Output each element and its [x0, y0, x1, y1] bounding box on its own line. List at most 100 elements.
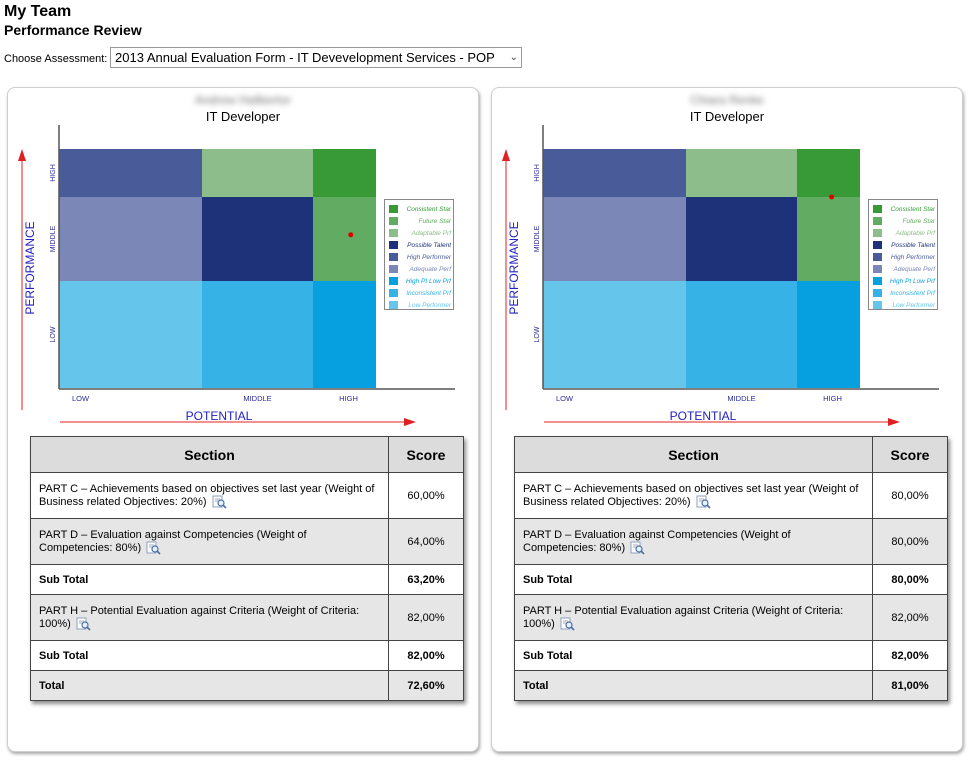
assessment-label: Choose Assessment: [4, 53, 108, 65]
view-details-icon[interactable] [630, 541, 645, 555]
legend-label: Adaptable Prf [895, 229, 935, 237]
section-text: PART H – Potential Evaluation against Cr… [39, 604, 360, 630]
section-cell: Total [514, 670, 873, 701]
legend-item: Adaptable Prf [389, 227, 451, 239]
section-cell: Total [30, 670, 389, 701]
legend-swatch [389, 289, 398, 297]
section-text: PART D – Evaluation against Competencies… [523, 528, 791, 554]
table-row: PART C – Achievements based on objective… [30, 472, 464, 519]
x-tick-label: LOW [556, 394, 574, 403]
legend-label: High Pt Low Prf [889, 277, 935, 285]
nine-box-grid: HIGH MIDDLE LOW LOW MIDDLE HIGH PERFORMANCE POT… [502, 125, 939, 426]
legend-swatch [389, 217, 398, 225]
section-cell: PART C – Achievements based on objective… [514, 472, 873, 519]
section-text: Sub Total [39, 649, 89, 662]
section-cell: PART D – Evaluation against Competencies… [30, 518, 389, 565]
page-subtitle: Performance Review [4, 22, 142, 38]
section-header: Section [30, 436, 389, 473]
section-text: Sub Total [39, 573, 89, 586]
x-tick-label: MIDDLE [243, 394, 271, 403]
chevron-down-icon: ⌄ [509, 52, 518, 63]
legend-label: High Performer [406, 253, 451, 261]
section-cell: PART H – Potential Evaluation against Cr… [30, 594, 389, 641]
section-text: PART H – Potential Evaluation against Cr… [523, 604, 844, 630]
grid-cell [797, 197, 860, 281]
view-details-icon[interactable] [146, 541, 161, 555]
x-tick-label: HIGH [823, 394, 842, 403]
x-tick-label: LOW [72, 394, 90, 403]
legend-item: Future Star [873, 215, 935, 227]
score-cell: 82,00% [872, 640, 948, 671]
assessment-selected-value: 2013 Annual Evaluation Form - IT Devevel… [115, 50, 495, 65]
x-tick-label: HIGH [339, 394, 358, 403]
section-text: PART C – Achievements based on objective… [39, 482, 375, 508]
legend-item: Adaptable Prf [873, 227, 935, 239]
grid-cell [59, 197, 202, 281]
grid-cell [686, 281, 797, 388]
legend-label: Future Star [418, 217, 451, 225]
grid-cell [797, 281, 860, 388]
legend-item: Consistent Star [389, 203, 451, 215]
table-row: PART D – Evaluation against Competencies… [30, 518, 464, 565]
section-text: Total [523, 679, 549, 692]
grid-cell [313, 149, 376, 197]
legend-swatch [873, 229, 882, 237]
legend-item: High Pt Low Prf [389, 275, 451, 287]
legend-item: Future Star [389, 215, 451, 227]
employee-point [829, 194, 835, 200]
y-tick-label: LOW [50, 326, 57, 342]
grid-cell [202, 197, 313, 281]
legend-swatch [873, 217, 882, 225]
section-header: Section [514, 436, 873, 473]
view-details-icon[interactable] [560, 617, 575, 631]
legend-swatch [389, 229, 398, 237]
section-cell: Sub Total [514, 640, 873, 671]
grid-cell [313, 197, 376, 281]
legend-item: Consistent Star [873, 203, 935, 215]
section-text: Sub Total [523, 573, 573, 586]
potential-arrowhead [888, 418, 900, 426]
legend-item: High Pt Low Prf [873, 275, 935, 287]
view-details-icon[interactable] [696, 495, 711, 509]
score-table: Section Score PART C – Achievements based … [30, 436, 464, 701]
section-cell: PART H – Potential Evaluation against Cr… [514, 594, 873, 641]
legend-swatch [873, 301, 882, 309]
table-row: PART D – Evaluation against Competencies… [514, 518, 948, 565]
x-tick-label: MIDDLE [727, 394, 755, 403]
legend-item: Low Performer [389, 299, 451, 311]
y-tick-label: HIGH [50, 164, 57, 182]
legend-label: Low Performer [408, 301, 451, 309]
legend-item: Possible Talent [389, 239, 451, 251]
grid-cell [59, 281, 202, 388]
table-row: Sub Total 80,00% [514, 564, 948, 595]
legend-label: Possible Talent [407, 241, 451, 249]
legend-label: Adaptable Prf [411, 229, 451, 237]
section-cell: Sub Total [514, 564, 873, 595]
score-header: Score [388, 436, 464, 473]
score-cell: 80,00% [872, 518, 948, 565]
grid-cell [797, 149, 860, 197]
grid-cell [686, 197, 797, 281]
grid-legend: Consistent Star Future Star Adaptable Prf P… [384, 199, 454, 310]
table-header-row: Section Score [514, 436, 948, 473]
legend-item: Inconsistent Prf [873, 287, 935, 299]
legend-item: Low Performer [873, 299, 935, 311]
assessment-select[interactable]: 2013 Annual Evaluation Form - IT Devevel… [110, 47, 522, 68]
y-axis-title: PERFORMANCE [23, 221, 37, 314]
score-cell: 63,20% [388, 564, 464, 595]
x-axis-title: POTENTIAL [670, 409, 737, 423]
grid-cell [59, 149, 202, 197]
employee-name: Chiara Renke [690, 93, 764, 107]
y-tick-label: MIDDLE [534, 225, 541, 252]
table-row: Sub Total 82,00% [30, 640, 464, 671]
view-details-icon[interactable] [212, 495, 227, 509]
legend-label: Low Performer [892, 301, 935, 309]
legend-swatch [389, 301, 398, 309]
grid-cell [202, 149, 313, 197]
view-details-icon[interactable] [76, 617, 91, 631]
legend-label: Possible Talent [891, 241, 935, 249]
employee-card: Andrew Hallbertor IT Developer HIGH MIDDL… [7, 87, 479, 752]
legend-label: Future Star [902, 217, 935, 225]
legend-label: High Pt Low Prf [405, 277, 451, 285]
legend-label: Inconsistent Prf [890, 289, 935, 297]
